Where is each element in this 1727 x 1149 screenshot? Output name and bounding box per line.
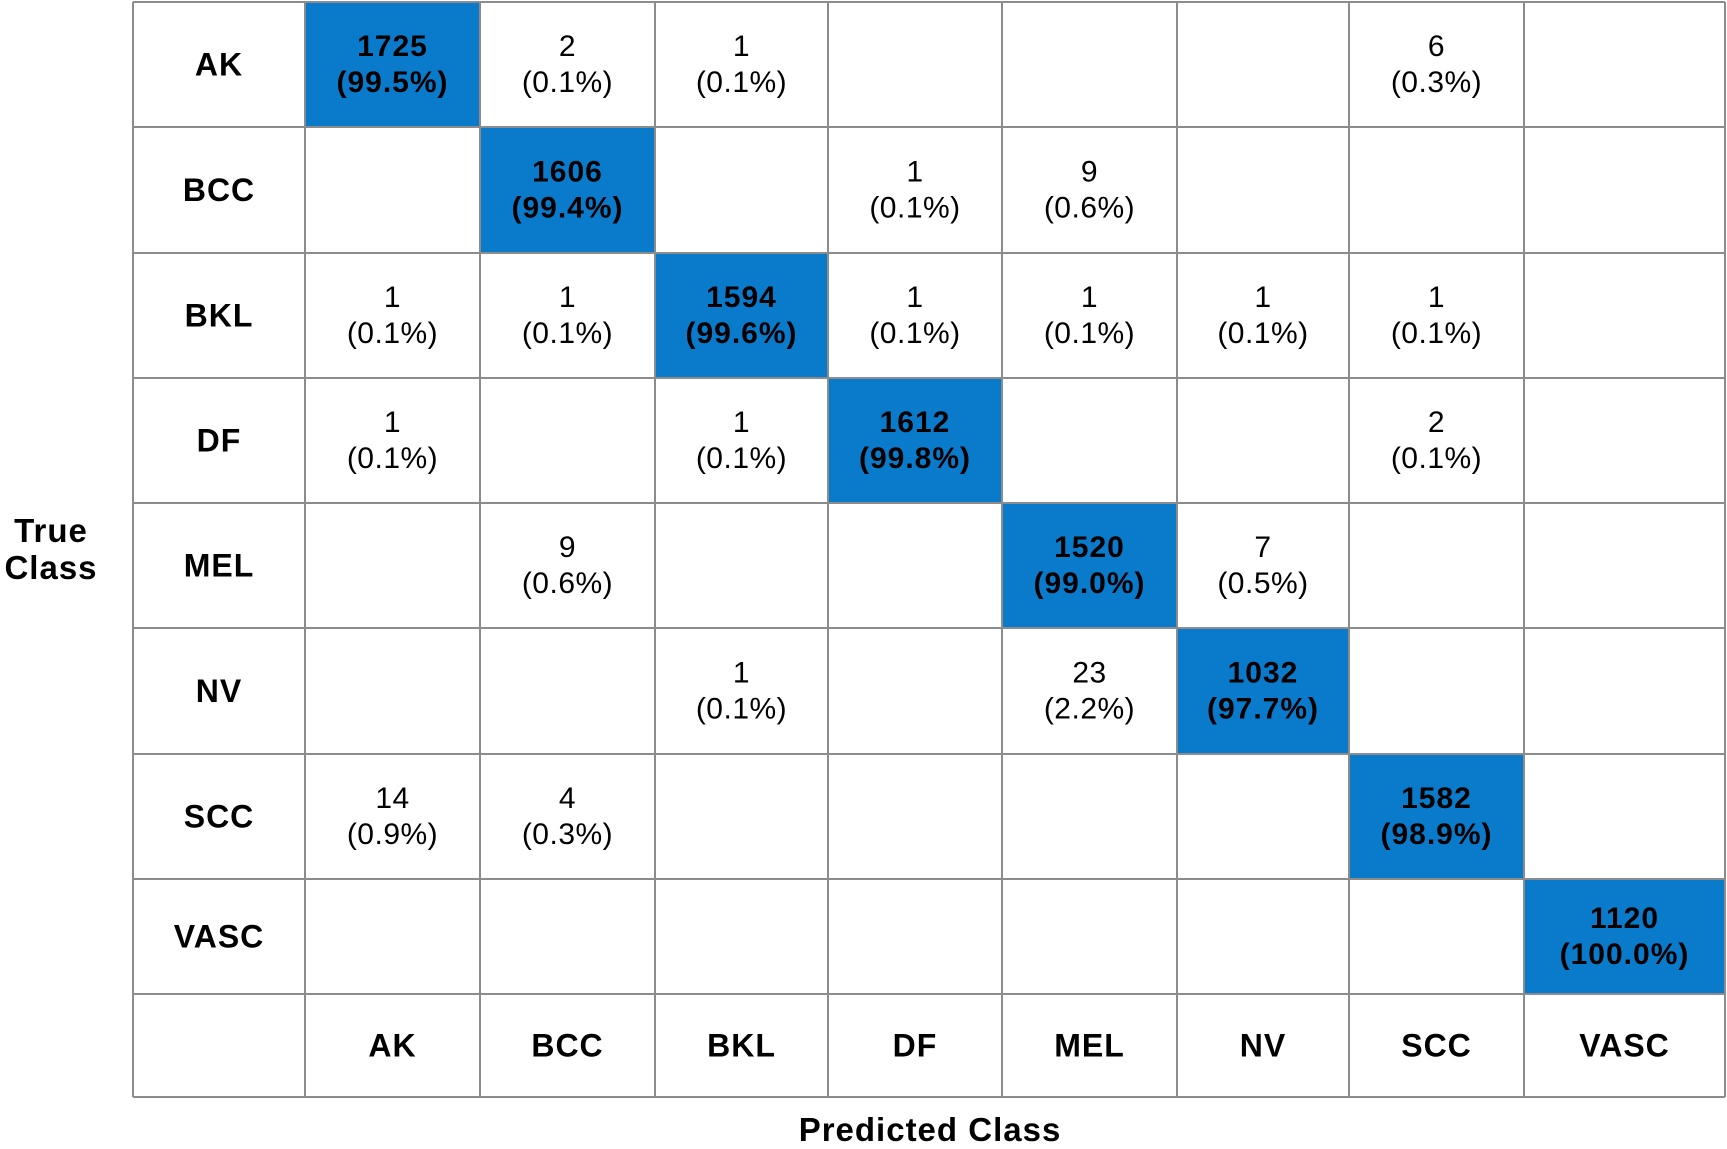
- cell-percent-scc-bcc: (0.3%): [522, 818, 613, 851]
- cell-count-nv-bkl: 1: [733, 657, 750, 690]
- cell-percent-bkl-mel: (0.1%): [1044, 317, 1135, 350]
- cell-percent-ak-ak: (99.5%): [336, 66, 448, 99]
- cell-percent-df-ak: (0.1%): [347, 442, 438, 475]
- cell-count-df-bkl: 1: [733, 406, 750, 439]
- column-label-ak: AK: [368, 1028, 416, 1064]
- cell-percent-vasc-vasc: (100.0%): [1560, 938, 1690, 971]
- column-label-scc: SCC: [1401, 1028, 1472, 1064]
- row-label-nv: NV: [196, 673, 242, 709]
- cell-count-bkl-nv: 1: [1254, 281, 1271, 314]
- row-label-mel: MEL: [184, 548, 255, 584]
- cell-count-vasc-vasc: 1120: [1590, 902, 1659, 935]
- cell-count-bkl-bcc: 1: [559, 281, 576, 314]
- diagonal-cell-ak: [305, 2, 480, 127]
- cell-count-bkl-bkl: 1594: [706, 281, 777, 314]
- cell-percent-nv-mel: (2.2%): [1044, 693, 1135, 726]
- cell-percent-mel-nv: (0.5%): [1217, 567, 1308, 600]
- row-label-bkl: BKL: [185, 298, 254, 334]
- cell-count-ak-ak: 1725: [357, 30, 428, 63]
- cell-percent-bcc-bcc: (99.4%): [511, 192, 623, 225]
- cell-count-scc-bcc: 4: [559, 782, 576, 815]
- cell-count-mel-mel: 1520: [1054, 531, 1125, 564]
- cell-percent-bcc-df: (0.1%): [869, 192, 960, 225]
- cell-count-ak-bcc: 2: [559, 30, 576, 63]
- cell-percent-df-bkl: (0.1%): [696, 442, 787, 475]
- row-label-scc: SCC: [184, 799, 255, 835]
- cell-count-ak-scc: 6: [1428, 30, 1445, 63]
- cell-percent-nv-bkl: (0.1%): [696, 693, 787, 726]
- cell-percent-bkl-bkl: (99.6%): [685, 317, 797, 350]
- cell-count-bkl-ak: 1: [384, 281, 401, 314]
- cell-count-bkl-df: 1: [906, 281, 923, 314]
- cell-count-scc-ak: 14: [375, 782, 409, 815]
- x-axis-label: Predicted Class: [798, 1111, 1062, 1148]
- cell-percent-scc-scc: (98.9%): [1380, 818, 1492, 851]
- column-label-bcc: BCC: [531, 1028, 603, 1064]
- cell-count-mel-nv: 7: [1254, 531, 1271, 564]
- diagonal-cell-scc: [1349, 754, 1524, 879]
- cell-count-bcc-bcc: 1606: [532, 156, 603, 189]
- cell-count-ak-bkl: 1: [733, 30, 750, 63]
- column-label-nv: NV: [1240, 1028, 1286, 1064]
- cell-count-bcc-mel: 9: [1081, 156, 1098, 189]
- row-label-df: DF: [197, 423, 242, 459]
- cell-percent-mel-bcc: (0.6%): [522, 567, 613, 600]
- cell-percent-bcc-mel: (0.6%): [1044, 192, 1135, 225]
- cell-count-mel-bcc: 9: [559, 531, 576, 564]
- cell-percent-ak-bcc: (0.1%): [522, 66, 613, 99]
- cell-count-bkl-mel: 1: [1081, 281, 1098, 314]
- cell-count-nv-nv: 1032: [1228, 657, 1299, 690]
- cell-percent-scc-ak: (0.9%): [347, 818, 438, 851]
- row-label-vasc: VASC: [174, 919, 265, 955]
- cell-count-bkl-scc: 1: [1428, 281, 1445, 314]
- diagonal-cell-bcc: [480, 127, 655, 253]
- cell-percent-ak-bkl: (0.1%): [696, 66, 787, 99]
- row-label-ak: AK: [195, 47, 243, 83]
- cell-count-nv-mel: 23: [1072, 657, 1106, 690]
- cell-count-df-ak: 1: [384, 406, 401, 439]
- column-label-vasc: VASC: [1579, 1028, 1670, 1064]
- y-axis-label: True Class: [0, 512, 102, 586]
- cell-count-scc-scc: 1582: [1401, 782, 1472, 815]
- diagonal-cell-mel: [1002, 503, 1177, 628]
- cell-percent-df-scc: (0.1%): [1391, 442, 1482, 475]
- diagonal-cell-vasc: [1524, 879, 1725, 994]
- cell-percent-mel-mel: (99.0%): [1033, 567, 1145, 600]
- column-label-bkl: BKL: [707, 1028, 776, 1064]
- cell-count-df-df: 1612: [880, 406, 951, 439]
- cell-count-df-scc: 2: [1428, 406, 1445, 439]
- cell-percent-nv-nv: (97.7%): [1207, 693, 1319, 726]
- cell-percent-bkl-nv: (0.1%): [1217, 317, 1308, 350]
- row-label-bcc: BCC: [183, 172, 255, 208]
- y-axis-label-line-2: Class: [4, 549, 98, 586]
- column-label-mel: MEL: [1054, 1028, 1125, 1064]
- diagonal-cell-df: [828, 378, 1002, 503]
- cell-percent-bkl-scc: (0.1%): [1391, 317, 1482, 350]
- cell-percent-ak-scc: (0.3%): [1391, 66, 1482, 99]
- diagonal-cell-nv: [1177, 628, 1349, 754]
- cell-count-bcc-df: 1: [906, 156, 923, 189]
- diagonal-cell-bkl: [655, 253, 828, 378]
- cell-percent-bkl-bcc: (0.1%): [522, 317, 613, 350]
- y-axis-label-line-1: True: [14, 512, 88, 549]
- column-label-df: DF: [893, 1028, 938, 1064]
- cell-percent-bkl-df: (0.1%): [869, 317, 960, 350]
- cell-percent-bkl-ak: (0.1%): [347, 317, 438, 350]
- cell-percent-df-df: (99.8%): [859, 442, 971, 475]
